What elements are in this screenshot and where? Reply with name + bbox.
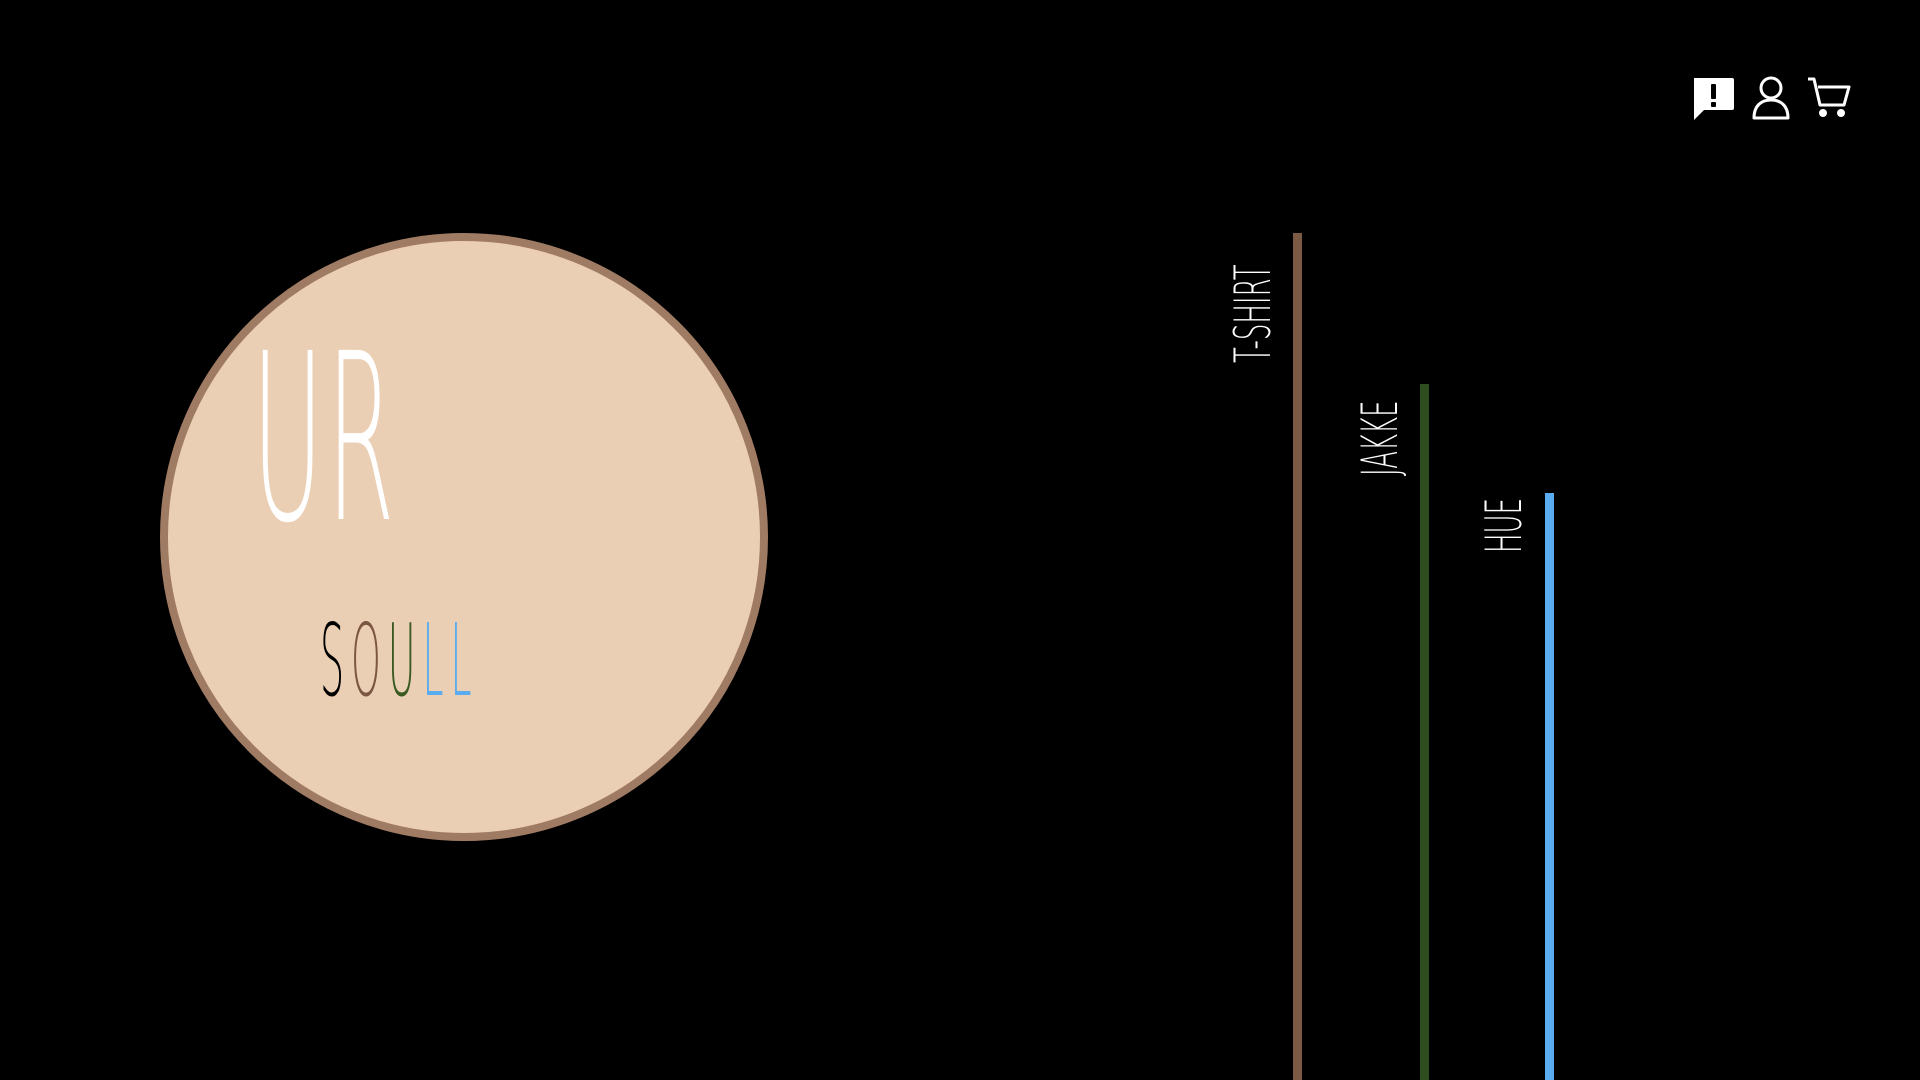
category-bar <box>1420 384 1429 1080</box>
header-icons <box>1690 74 1852 122</box>
logo-sub-letter: L <box>422 602 451 719</box>
logo-sub-letter: O <box>350 602 388 719</box>
logo-sub-letter: U <box>387 602 423 719</box>
category-label: T-SHIRT <box>1224 264 1282 363</box>
category-label: HUE <box>1475 497 1533 553</box>
feedback-icon[interactable] <box>1690 74 1736 122</box>
category-label: JAKKE <box>1351 400 1409 476</box>
cart-icon[interactable] <box>1806 75 1852 121</box>
category-bar <box>1293 233 1302 1080</box>
category-bar <box>1545 493 1554 1080</box>
logo[interactable]: UR SOULL <box>160 233 768 841</box>
category-jakke[interactable]: JAKKE <box>1345 384 1435 1080</box>
category-tshirt[interactable]: T-SHIRT <box>1220 233 1302 1080</box>
logo-sub-text: SOULL <box>320 611 478 711</box>
logo-sub-letter: S <box>320 602 351 719</box>
logo-sub-letter: L <box>450 602 479 719</box>
user-icon[interactable] <box>1750 75 1792 121</box>
category-hue[interactable]: HUE <box>1470 493 1560 1080</box>
logo-main-text: UR <box>252 304 398 574</box>
